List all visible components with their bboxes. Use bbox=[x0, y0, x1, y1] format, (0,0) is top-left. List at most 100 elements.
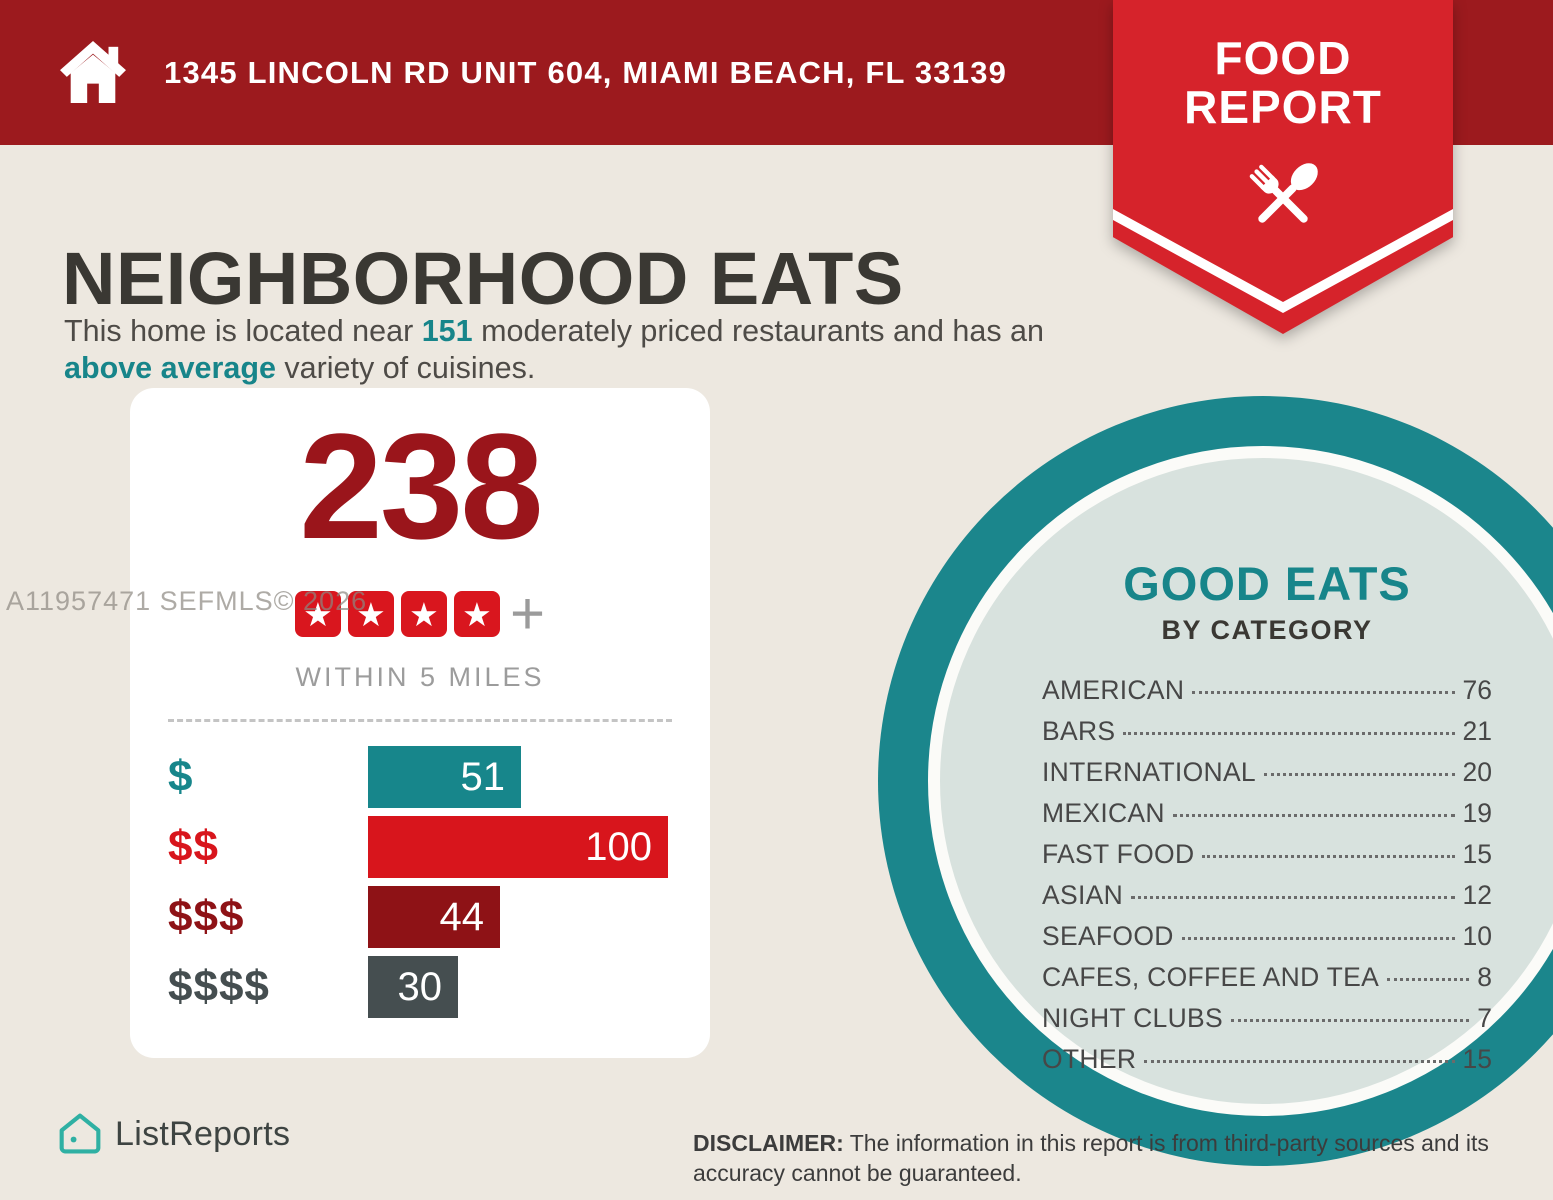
category-row: NIGHT CLUBS 7 bbox=[1042, 998, 1492, 1039]
dot-leader bbox=[1387, 978, 1470, 981]
category-row: ASIAN 12 bbox=[1042, 875, 1492, 916]
ribbon-title-line1: FOOD bbox=[1214, 32, 1352, 84]
price-bar-row: $$ 100 bbox=[168, 816, 672, 878]
price-bar: 51 bbox=[368, 746, 521, 808]
category-value: 15 bbox=[1462, 1044, 1492, 1074]
disclaimer: DISCLAIMER: The information in this repo… bbox=[693, 1129, 1493, 1189]
intro-part-2: moderately priced restaurants and has an bbox=[472, 313, 1044, 348]
price-bar: 30 bbox=[368, 956, 458, 1018]
mls-watermark: A11957471 SEFMLS© 2026 bbox=[6, 586, 368, 616]
total-restaurant-count: 238 bbox=[299, 402, 543, 570]
bar-value: 30 bbox=[397, 964, 443, 1009]
category-row: FAST FOOD 15 bbox=[1042, 834, 1492, 875]
price-tier-label: $$$$ bbox=[168, 962, 270, 1011]
category-value: 19 bbox=[1462, 798, 1492, 828]
good-eats-circle bbox=[878, 396, 1553, 1166]
category-label: CAFES, COFFEE AND TEA bbox=[1042, 962, 1380, 992]
category-label: INTERNATIONAL bbox=[1042, 757, 1256, 787]
good-eats-title: GOOD EATS bbox=[1123, 557, 1411, 610]
star-icon: ★ bbox=[294, 591, 341, 637]
category-value: 15 bbox=[1462, 839, 1492, 869]
crossed-spoon-and-fork-icon bbox=[1249, 163, 1318, 223]
price-bar: 100 bbox=[368, 816, 668, 878]
category-row: BARS 21 bbox=[1042, 711, 1492, 752]
bar-track: 51 bbox=[368, 746, 672, 808]
disclaimer-text: The information in this report is from t… bbox=[693, 1130, 1489, 1186]
dot-leader bbox=[1192, 691, 1455, 694]
category-label: SEAFOOD bbox=[1042, 921, 1174, 951]
star-icon: ★ bbox=[453, 591, 500, 637]
price-bar-row: $$$$ 30 bbox=[168, 956, 672, 1018]
price-tier-label: $$ bbox=[168, 822, 219, 871]
property-address: 1345 LINCOLN RD UNIT 604, MIAMI BEACH, F… bbox=[164, 54, 1008, 90]
radius-label: WITHIN 5 MILES bbox=[295, 662, 545, 692]
listreports-logo: ListReports bbox=[58, 1112, 290, 1156]
bar-value: 100 bbox=[585, 824, 652, 869]
intro-part-3: variety of cuisines. bbox=[275, 351, 536, 386]
listreports-house-icon bbox=[59, 1113, 101, 1154]
bar-track: 30 bbox=[368, 956, 672, 1018]
price-bar-row: $51 bbox=[168, 746, 672, 808]
category-value: 8 bbox=[1477, 962, 1492, 992]
category-value: 20 bbox=[1462, 757, 1492, 787]
ribbon-title-line2: REPORT bbox=[1184, 80, 1382, 133]
food-report-ribbon: FOOD REPORT bbox=[1113, 0, 1453, 334]
dot-leader bbox=[1172, 814, 1455, 817]
restaurant-summary-card: 238 ★ ★ ★ ★ + WITHIN 5 MILES $51 $$ 100 $$$ 44 $… bbox=[130, 388, 710, 1058]
category-row: SEAFOOD 10 bbox=[1042, 916, 1492, 957]
restaurant-count: 151 bbox=[421, 313, 473, 348]
category-label: NIGHT CLUBS bbox=[1042, 1003, 1223, 1033]
good-eats-circle-inner bbox=[928, 446, 1553, 1116]
price-tier-label: $ bbox=[168, 752, 194, 801]
category-row: AMERICAN 76 bbox=[1042, 670, 1492, 711]
intro-text: This home is located near 151 moderately… bbox=[64, 313, 1079, 389]
category-row: CAFES, COFFEE AND TEA 8 bbox=[1042, 957, 1492, 998]
category-value: 12 bbox=[1462, 880, 1492, 910]
variety-highlight: above average bbox=[64, 351, 276, 386]
dot-leader bbox=[1181, 937, 1455, 940]
category-row: MEXICAN 19 bbox=[1042, 793, 1492, 834]
star-icon: ★ bbox=[347, 591, 394, 637]
category-value: 76 bbox=[1462, 675, 1492, 705]
good-eats-panel: GOOD EATS BY CATEGORY AMERICAN 76 BARS 21 IN… bbox=[1042, 556, 1492, 1080]
price-bar-chart: $51 $$ 100 $$$ 44 $$$$ 30 bbox=[168, 746, 672, 1018]
category-label: ASIAN bbox=[1042, 880, 1124, 910]
bar-track: 100 bbox=[368, 816, 672, 878]
disclaimer-label: DISCLAIMER: bbox=[693, 1130, 844, 1156]
category-label: AMERICAN bbox=[1042, 675, 1185, 705]
page-title: NEIGHBORHOOD EATS bbox=[62, 236, 904, 320]
category-row: INTERNATIONAL 20 bbox=[1042, 752, 1492, 793]
category-value: 7 bbox=[1477, 1003, 1492, 1033]
dot-leader bbox=[1131, 896, 1455, 899]
price-bar: 44 bbox=[368, 886, 500, 948]
good-eats-subtitle: BY CATEGORY bbox=[1161, 615, 1373, 645]
dashed-divider bbox=[168, 719, 672, 722]
dot-leader bbox=[1144, 1060, 1455, 1063]
star-icon: ★ bbox=[400, 591, 447, 637]
intro-part-1: This home is located near bbox=[64, 313, 422, 348]
price-tier-label: $$$ bbox=[168, 892, 245, 941]
category-list: AMERICAN 76 BARS 21 INTERNATIONAL 20 MEXICAN 19… bbox=[1042, 670, 1492, 1080]
category-value: 10 bbox=[1462, 921, 1492, 951]
rating-stars: ★ ★ ★ ★ bbox=[294, 591, 500, 637]
dot-leader bbox=[1123, 732, 1455, 735]
price-bar-row: $$$ 44 bbox=[168, 886, 672, 948]
category-label: MEXICAN bbox=[1042, 798, 1165, 828]
home-icon bbox=[60, 40, 126, 103]
dot-leader bbox=[1231, 1019, 1470, 1022]
ribbon-title: FOOD REPORT bbox=[1113, 34, 1453, 132]
bar-value: 44 bbox=[439, 894, 485, 939]
dot-leader bbox=[1263, 773, 1455, 776]
rating-row: ★ ★ ★ ★ + bbox=[168, 584, 672, 644]
bar-track: 44 bbox=[368, 886, 672, 948]
category-value: 21 bbox=[1462, 716, 1492, 746]
category-row: OTHER 15 bbox=[1042, 1039, 1492, 1080]
bar-value: 51 bbox=[460, 754, 506, 799]
brand-name: ListReports bbox=[115, 1114, 291, 1153]
category-label: OTHER bbox=[1042, 1044, 1137, 1074]
category-label: FAST FOOD bbox=[1042, 839, 1195, 869]
dot-leader bbox=[1202, 855, 1455, 858]
category-label: BARS bbox=[1042, 716, 1116, 746]
plus-sign: + bbox=[509, 580, 546, 647]
